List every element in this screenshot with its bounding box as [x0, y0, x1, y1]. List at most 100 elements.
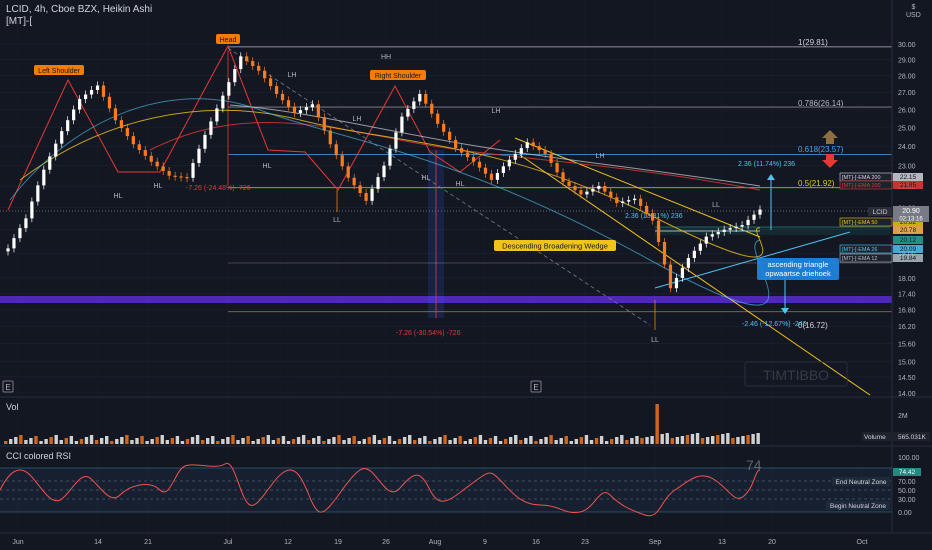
triangle-zone	[655, 227, 890, 235]
ema-tag-value-box	[893, 173, 923, 181]
volume-bar	[281, 436, 286, 444]
candle-body	[656, 220, 661, 243]
earnings-marker-1[interactable]	[2, 380, 14, 393]
triangle-label-2: opwaartse driehoek	[765, 269, 831, 278]
volume-tag-label: Volume	[864, 434, 886, 441]
volume-bar	[534, 441, 538, 444]
measure-label-2: -7.26 (-30.54%) -726	[396, 330, 461, 337]
volume-bar	[150, 439, 154, 444]
measure-label-3: 2.36 (11.74%) 236	[738, 161, 795, 168]
volume-bar	[362, 439, 366, 444]
volume-bar	[655, 404, 659, 444]
candle-body	[543, 150, 547, 154]
price-tick-label: 17.40	[898, 291, 916, 298]
volume-bar	[453, 438, 457, 444]
candle-body	[215, 108, 219, 122]
volume-bar	[493, 436, 498, 444]
swing-lh-1: LH	[288, 72, 297, 79]
swing-hl-2: HL	[154, 183, 163, 190]
candle-body	[274, 86, 279, 94]
volume-bar	[115, 439, 119, 444]
volume-bar	[544, 437, 548, 444]
candle-body	[591, 188, 595, 192]
volume-bar	[503, 439, 508, 444]
ema-26	[9, 98, 770, 306]
volume-bar	[185, 439, 190, 444]
ema-tag-value-box	[893, 181, 923, 189]
candle-body	[400, 116, 404, 133]
wedge-upper	[514, 137, 761, 238]
currency-label[interactable]: $ USD	[906, 4, 921, 20]
candle-body	[364, 193, 368, 201]
earnings-marker-2[interactable]	[530, 380, 542, 393]
triangle-bottom	[654, 231, 851, 289]
volume-bar	[160, 435, 164, 444]
rsi-big-value: 74	[746, 457, 762, 473]
time-tick-label: 19	[334, 539, 342, 546]
candle-body	[83, 94, 88, 100]
volume-bar	[554, 440, 558, 444]
time-tick-label: Oct	[857, 539, 868, 546]
volume-bar	[24, 440, 28, 444]
volume-bar	[155, 437, 159, 444]
candle-body	[710, 234, 714, 237]
candle-body	[525, 142, 529, 149]
volume-bar	[105, 436, 109, 444]
price-tick-label: 16.80	[898, 308, 916, 315]
candle-body	[561, 172, 565, 182]
candle-body	[740, 225, 744, 227]
volume-bar	[509, 437, 513, 444]
indicator-label: [MT]-[	[6, 16, 33, 27]
time-tick-label: 21	[144, 539, 152, 546]
volume-bar	[332, 437, 336, 444]
candle-body	[716, 231, 720, 235]
candle-body	[328, 130, 332, 145]
volume-bar	[726, 433, 730, 444]
volume-bar	[9, 439, 13, 444]
volume-bar	[357, 441, 361, 444]
candle-body	[704, 236, 708, 244]
ema-tag-value: 21.85	[900, 182, 917, 189]
volume-bar	[579, 437, 584, 444]
begin-zone-badge	[826, 501, 890, 510]
time-axis[interactable]: Jun 14 21 Jul 12 19 26 Aug 9 16 23 Sep 13 20 Oct	[12, 539, 867, 546]
volume-bar	[211, 436, 215, 444]
rsi-curve	[0, 463, 761, 517]
volume-bar	[695, 433, 700, 444]
ema-tag-label-box	[839, 244, 893, 254]
volume-bar	[89, 435, 94, 444]
volume-bar	[14, 437, 18, 444]
volume-bar	[4, 441, 8, 444]
volume-bar	[625, 440, 629, 444]
volume-bar	[488, 438, 493, 444]
volume-bar	[296, 437, 301, 444]
candle-body	[30, 201, 34, 219]
price-tick-label: 15.00	[898, 359, 916, 366]
candle-body	[454, 139, 458, 149]
candle-body	[680, 267, 685, 278]
chart-title: LCID, 4h, Cboe BZX, Heikin Ashi	[6, 4, 153, 15]
volume-bar	[604, 441, 609, 444]
volume-bar	[741, 436, 745, 444]
volume-bar	[645, 437, 649, 444]
fib-label-618: 0.618(23.57)	[798, 145, 844, 154]
candle-body	[459, 148, 464, 153]
candle-body	[752, 214, 756, 220]
price-tick-label: 27.00	[898, 90, 916, 97]
volume-bar	[589, 440, 594, 444]
candle-body	[555, 163, 559, 173]
candle-body	[191, 163, 195, 178]
candle-body	[161, 166, 165, 172]
ema-tag-value: 22.15	[900, 174, 917, 181]
fib-label-5: 0.5(21.92)	[798, 179, 835, 188]
volume-bar	[276, 438, 281, 444]
volume-bar	[64, 438, 68, 444]
volume-bar	[402, 437, 407, 444]
candle-body	[519, 148, 523, 154]
candle-body	[412, 101, 416, 109]
time-tick-label: Jun	[12, 539, 23, 546]
candle-body	[615, 197, 619, 203]
volume-bar	[84, 437, 89, 444]
volume-bar	[549, 435, 553, 444]
